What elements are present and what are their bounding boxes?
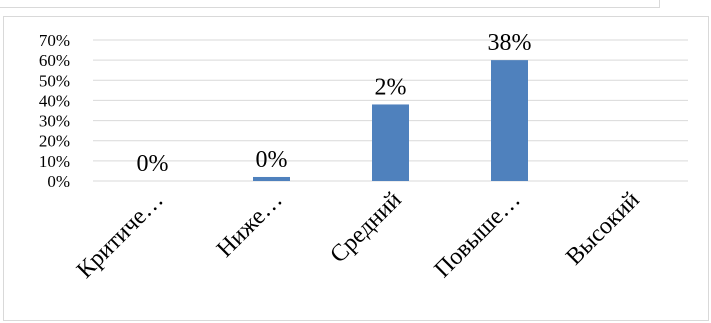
data-label: 60%: [607, 0, 651, 6]
y-tick-label: 60%: [39, 51, 70, 70]
y-tick-label: 50%: [39, 71, 70, 90]
y-tick-label: 20%: [39, 132, 70, 151]
y-tick-label: 10%: [39, 152, 70, 171]
x-tick-label: Повыше…: [430, 187, 526, 283]
x-tick-label: Средний: [325, 187, 406, 268]
y-tick-label: 70%: [39, 31, 70, 50]
x-tick-label: Критиче…: [72, 187, 169, 284]
x-tick-label: Ниже…: [212, 187, 288, 263]
data-label: 0%: [256, 147, 288, 173]
y-tick-label: 30%: [39, 112, 70, 131]
bar: [372, 104, 409, 181]
bar: [253, 176, 290, 181]
data-label: 38%: [488, 30, 532, 56]
data-label: 0%: [137, 151, 169, 177]
y-tick-label: 40%: [39, 91, 70, 110]
chart-area: [3, 16, 709, 321]
x-tick-label: Высокий: [561, 187, 645, 271]
data-label: 2%: [375, 74, 407, 100]
previous-frame-edge: [0, 0, 660, 8]
bar: [491, 60, 528, 182]
y-tick-label: 0%: [47, 172, 70, 191]
